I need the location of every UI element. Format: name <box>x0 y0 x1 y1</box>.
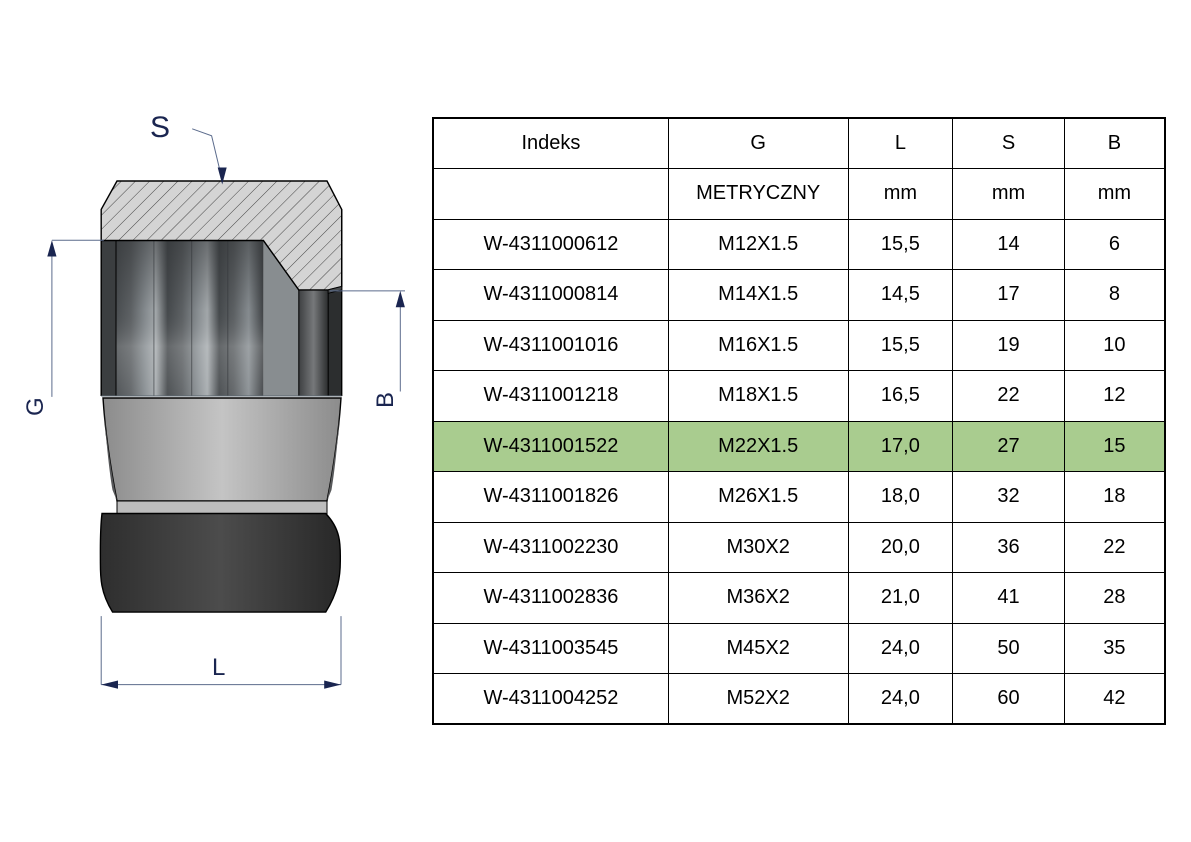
svg-text:G: G <box>22 397 49 416</box>
svg-text:S: S <box>150 111 170 144</box>
svg-text:B: B <box>372 392 399 408</box>
svg-text:L: L <box>212 654 225 681</box>
